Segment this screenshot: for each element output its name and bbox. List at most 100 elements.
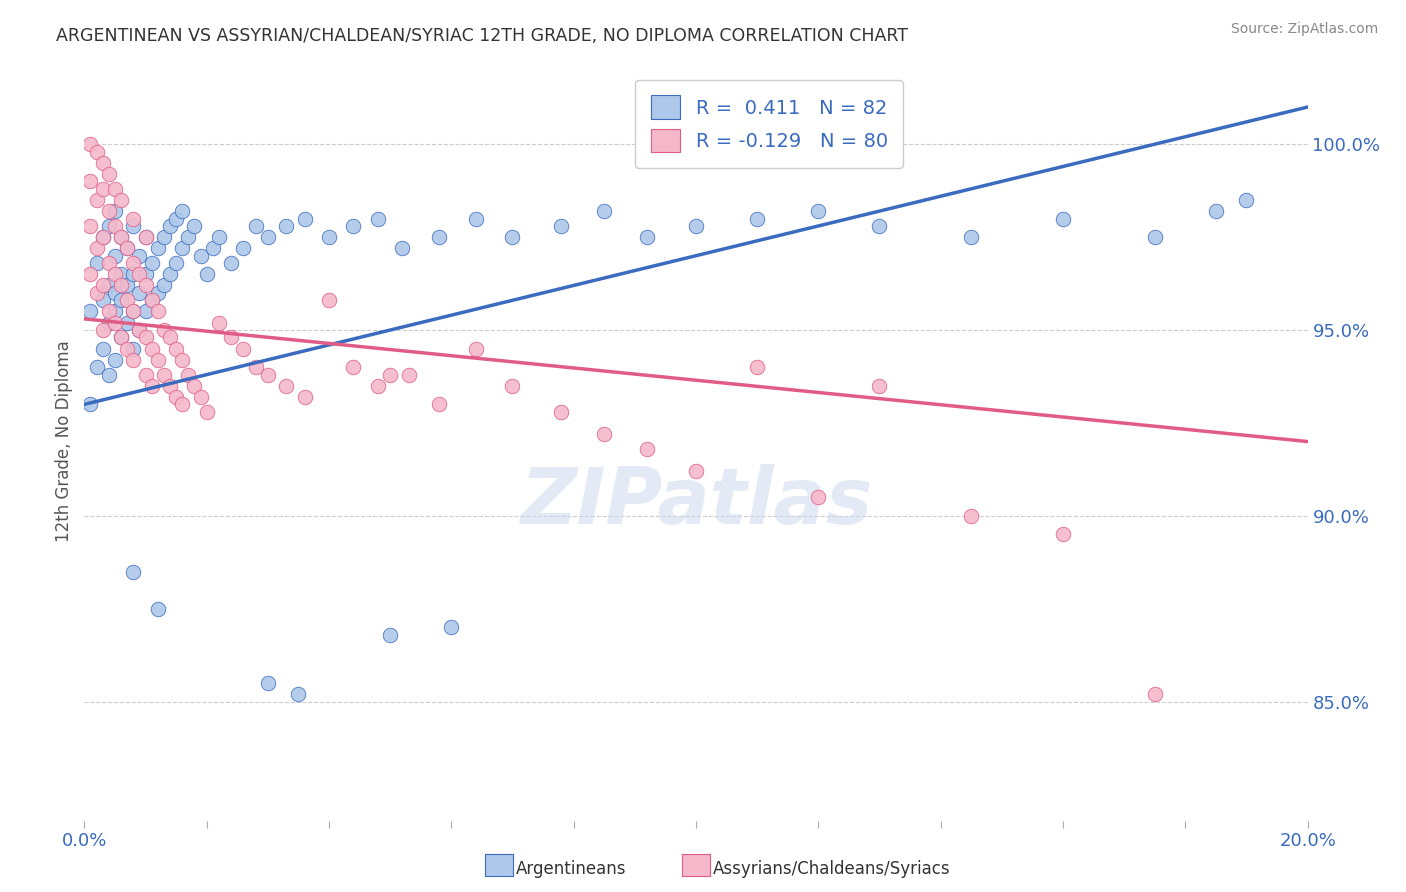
Point — [97, 368, 120, 382]
Point — [146, 304, 169, 318]
Point — [257, 368, 280, 382]
Point — [685, 464, 707, 478]
Point — [183, 378, 205, 392]
Y-axis label: 12th Grade, No Diploma: 12th Grade, No Diploma — [55, 341, 73, 542]
Point — [153, 278, 176, 293]
Point — [104, 285, 127, 300]
Point — [318, 230, 340, 244]
Point — [104, 204, 127, 219]
Point — [122, 304, 145, 318]
Point — [91, 155, 114, 169]
Point — [165, 342, 187, 356]
Point — [110, 330, 132, 344]
Point — [115, 241, 138, 255]
Text: ZIPatlas: ZIPatlas — [520, 464, 872, 541]
Point — [97, 219, 120, 233]
Point — [159, 219, 181, 233]
Point — [177, 230, 200, 244]
Point — [79, 304, 101, 318]
Point — [219, 330, 242, 344]
Point — [318, 293, 340, 308]
Point — [593, 204, 616, 219]
Point — [97, 278, 120, 293]
Point — [97, 204, 120, 219]
Point — [97, 167, 120, 181]
Point — [747, 211, 769, 226]
Point — [104, 182, 127, 196]
Point — [128, 323, 150, 337]
Point — [367, 211, 389, 226]
Point — [91, 230, 114, 244]
Point — [122, 256, 145, 270]
Point — [391, 241, 413, 255]
Point — [257, 230, 280, 244]
Point — [141, 293, 163, 308]
Point — [159, 378, 181, 392]
Point — [104, 316, 127, 330]
Point — [427, 230, 450, 244]
Point — [141, 293, 163, 308]
Point — [869, 219, 891, 233]
Point — [91, 230, 114, 244]
Point — [86, 360, 108, 375]
Point — [86, 256, 108, 270]
Point — [287, 687, 309, 701]
Point — [141, 378, 163, 392]
Point — [135, 304, 157, 318]
Point — [636, 442, 658, 456]
Point — [110, 230, 132, 244]
Point — [110, 293, 132, 308]
Point — [159, 268, 181, 282]
Point — [153, 230, 176, 244]
Point — [86, 145, 108, 159]
Point — [141, 256, 163, 270]
Point — [115, 293, 138, 308]
Point — [960, 508, 983, 523]
Point — [208, 316, 231, 330]
Point — [97, 256, 120, 270]
Point — [342, 219, 364, 233]
Point — [79, 174, 101, 188]
Point — [122, 211, 145, 226]
Point — [135, 278, 157, 293]
Point — [190, 249, 212, 263]
Point — [128, 323, 150, 337]
Point — [172, 204, 194, 219]
Point — [135, 268, 157, 282]
Text: ARGENTINEAN VS ASSYRIAN/CHALDEAN/SYRIAC 12TH GRADE, NO DIPLOMA CORRELATION CHART: ARGENTINEAN VS ASSYRIAN/CHALDEAN/SYRIAC … — [56, 27, 908, 45]
Point — [208, 230, 231, 244]
Point — [128, 268, 150, 282]
Point — [159, 330, 181, 344]
Point — [115, 278, 138, 293]
Point — [146, 241, 169, 255]
Point — [398, 368, 420, 382]
Point — [195, 268, 218, 282]
Point — [342, 360, 364, 375]
Point — [190, 390, 212, 404]
Point — [115, 342, 138, 356]
Point — [807, 490, 830, 504]
Point — [550, 219, 572, 233]
Point — [79, 137, 101, 152]
Point — [960, 230, 983, 244]
Point — [276, 219, 298, 233]
Point — [464, 342, 486, 356]
Point — [807, 204, 830, 219]
Point — [747, 360, 769, 375]
Point — [122, 268, 145, 282]
Point — [1052, 527, 1074, 541]
Point — [79, 397, 101, 411]
Point — [1052, 211, 1074, 226]
Point — [110, 193, 132, 207]
Point — [104, 219, 127, 233]
Point — [165, 211, 187, 226]
Point — [122, 342, 145, 356]
Point — [177, 368, 200, 382]
Point — [135, 330, 157, 344]
Legend: R =  0.411   N = 82, R = -0.129   N = 80: R = 0.411 N = 82, R = -0.129 N = 80 — [636, 79, 903, 168]
Text: Source: ZipAtlas.com: Source: ZipAtlas.com — [1230, 22, 1378, 37]
Point — [502, 378, 524, 392]
Point — [104, 352, 127, 367]
Point — [165, 256, 187, 270]
Point — [380, 368, 402, 382]
